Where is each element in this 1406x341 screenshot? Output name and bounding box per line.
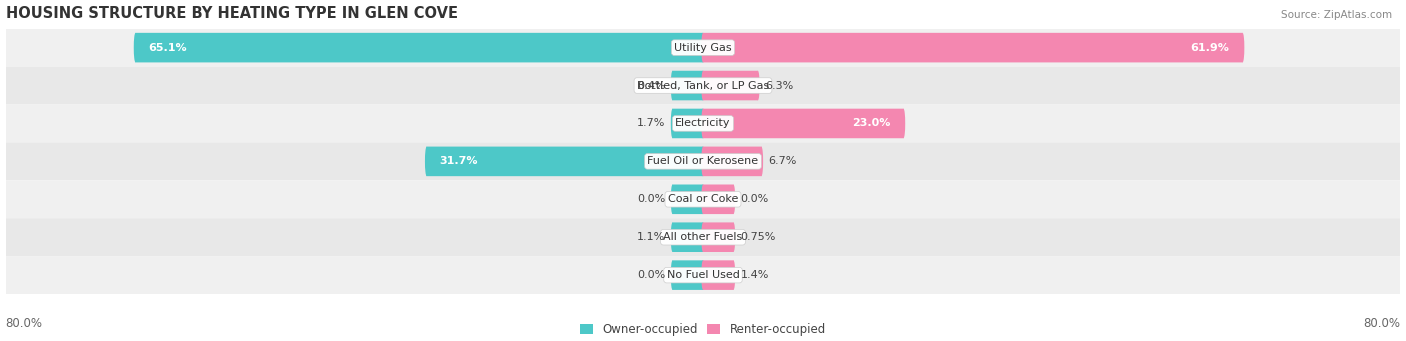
Ellipse shape [1241,33,1244,62]
Ellipse shape [702,147,704,176]
Ellipse shape [759,147,763,176]
Ellipse shape [702,184,704,214]
Text: 80.0%: 80.0% [1364,317,1400,330]
Text: 1.1%: 1.1% [637,232,665,242]
Ellipse shape [702,260,704,290]
Legend: Owner-occupied, Renter-occupied: Owner-occupied, Renter-occupied [579,323,827,336]
Ellipse shape [731,184,735,214]
Text: Coal or Coke: Coal or Coke [668,194,738,204]
Ellipse shape [702,184,704,214]
Ellipse shape [702,222,704,252]
Ellipse shape [134,33,138,62]
Text: Bottled, Tank, or LP Gas: Bottled, Tank, or LP Gas [637,80,769,91]
Ellipse shape [702,260,704,290]
Ellipse shape [756,71,759,100]
Text: 0.0%: 0.0% [741,194,769,204]
Text: 1.7%: 1.7% [637,118,665,129]
FancyBboxPatch shape [703,222,734,252]
Ellipse shape [702,33,704,62]
FancyBboxPatch shape [703,109,904,138]
Text: All other Fuels: All other Fuels [664,232,742,242]
FancyBboxPatch shape [6,180,1400,218]
Text: 80.0%: 80.0% [6,317,42,330]
FancyBboxPatch shape [672,71,703,100]
FancyBboxPatch shape [703,260,734,290]
Text: 0.0%: 0.0% [637,270,665,280]
Ellipse shape [702,109,704,138]
Ellipse shape [702,71,704,100]
FancyBboxPatch shape [6,29,1400,66]
FancyBboxPatch shape [703,147,762,176]
Ellipse shape [425,147,429,176]
Text: 0.0%: 0.0% [637,194,665,204]
Text: 23.0%: 23.0% [852,118,890,129]
Text: 1.4%: 1.4% [741,270,769,280]
Text: 6.7%: 6.7% [769,157,797,166]
Ellipse shape [731,222,735,252]
Ellipse shape [731,260,735,290]
Text: 0.75%: 0.75% [741,232,776,242]
Text: No Fuel Used: No Fuel Used [666,270,740,280]
Text: 6.3%: 6.3% [765,80,793,91]
Text: 61.9%: 61.9% [1191,43,1230,53]
Text: HOUSING STRUCTURE BY HEATING TYPE IN GLEN COVE: HOUSING STRUCTURE BY HEATING TYPE IN GLE… [6,5,457,20]
Ellipse shape [671,71,675,100]
FancyBboxPatch shape [703,184,734,214]
Text: Utility Gas: Utility Gas [675,43,731,53]
FancyBboxPatch shape [6,143,1400,180]
FancyBboxPatch shape [672,260,703,290]
Text: Electricity: Electricity [675,118,731,129]
FancyBboxPatch shape [703,33,1243,62]
FancyBboxPatch shape [6,66,1400,104]
Text: 31.7%: 31.7% [440,157,478,166]
FancyBboxPatch shape [672,109,703,138]
Ellipse shape [702,222,704,252]
FancyBboxPatch shape [6,104,1400,143]
Ellipse shape [702,33,704,62]
FancyBboxPatch shape [426,147,703,176]
Ellipse shape [702,71,704,100]
Text: 65.1%: 65.1% [149,43,187,53]
Ellipse shape [671,260,675,290]
Ellipse shape [702,109,704,138]
Ellipse shape [671,222,675,252]
Ellipse shape [671,184,675,214]
Text: 0.4%: 0.4% [637,80,665,91]
FancyBboxPatch shape [672,184,703,214]
Text: Fuel Oil or Kerosene: Fuel Oil or Kerosene [647,157,759,166]
FancyBboxPatch shape [672,222,703,252]
Ellipse shape [702,147,704,176]
FancyBboxPatch shape [6,256,1400,294]
FancyBboxPatch shape [135,33,703,62]
FancyBboxPatch shape [6,218,1400,256]
Ellipse shape [901,109,905,138]
Ellipse shape [671,109,675,138]
FancyBboxPatch shape [703,71,758,100]
Text: Source: ZipAtlas.com: Source: ZipAtlas.com [1281,10,1392,20]
